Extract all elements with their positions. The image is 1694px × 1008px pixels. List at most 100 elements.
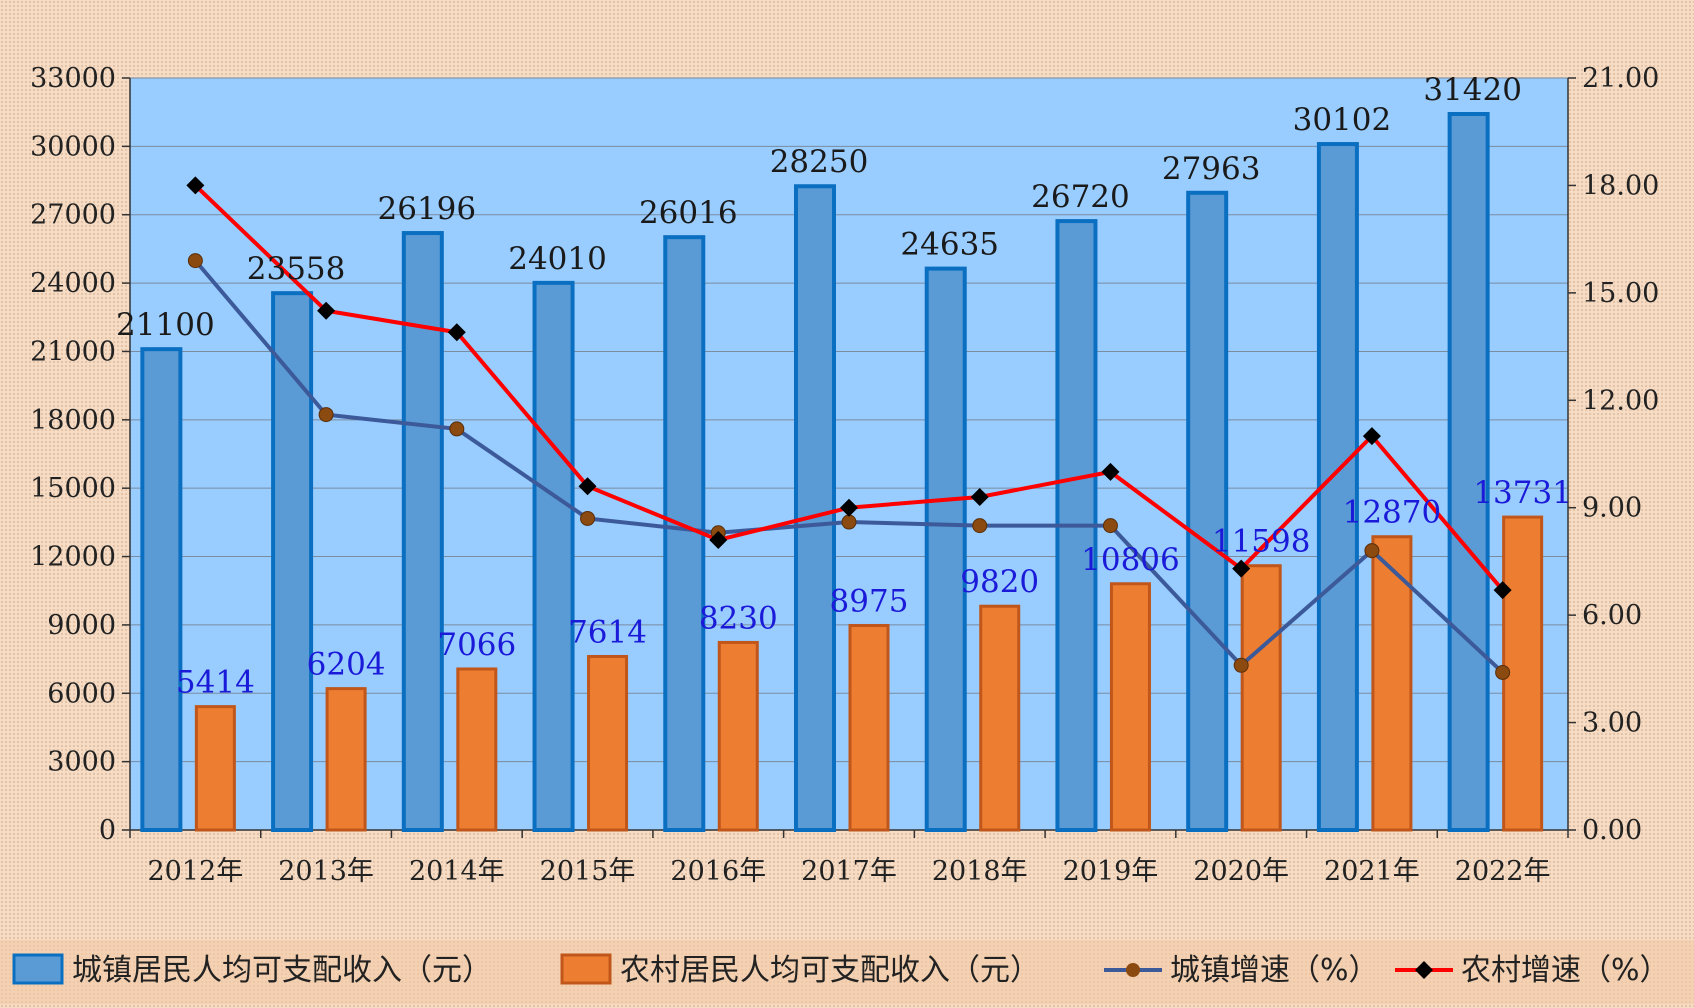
data-label-urban: 26016: [639, 195, 738, 231]
data-label-rural: 5414: [176, 665, 255, 701]
point-urban-growth: [580, 510, 596, 526]
x-tick-label: 2019年: [1063, 856, 1159, 887]
point-urban-growth: [1233, 657, 1249, 673]
point-urban-growth: [1102, 518, 1118, 534]
bar-urban: [1447, 112, 1490, 833]
data-label-rural: 8975: [830, 583, 909, 619]
x-tick-label: 2020年: [1193, 856, 1289, 887]
data-label-rural: 10806: [1081, 542, 1180, 578]
data-label-rural: 13731: [1473, 475, 1572, 511]
point-urban-growth: [449, 421, 465, 437]
left-tick-label: 30000: [30, 131, 116, 162]
data-label-rural: 6204: [307, 647, 386, 683]
left-tick-label: 33000: [30, 63, 116, 94]
x-tick-label: 2017年: [801, 856, 897, 887]
bar-rural: [1371, 535, 1413, 832]
data-label-urban: 30102: [1293, 102, 1392, 138]
point-rural-growth: [1362, 427, 1381, 446]
bar-urban: [401, 231, 444, 833]
data-label-rural: 7066: [437, 627, 516, 663]
x-tick-label: 2018年: [932, 856, 1028, 887]
data-label-urban: 23558: [247, 251, 346, 287]
data-label-urban: 21100: [116, 307, 215, 343]
bar-urban: [1186, 190, 1229, 833]
point-urban-growth: [841, 514, 857, 530]
right-tick-label: 6.00: [1582, 600, 1642, 631]
point-rural-growth: [447, 323, 466, 342]
point-urban-growth: [318, 407, 334, 423]
left-tick-label: 6000: [47, 678, 116, 709]
bar-urban: [924, 266, 967, 832]
point-urban-growth: [187, 253, 203, 269]
left-tick-label: 27000: [30, 200, 116, 231]
right-tick-label: 18.00: [1582, 170, 1659, 201]
data-label-urban: 27963: [1162, 151, 1261, 187]
data-label-rural: 7614: [568, 614, 647, 650]
bar-rural: [325, 687, 367, 832]
point-rural-growth: [186, 176, 205, 195]
data-label-rural: 9820: [960, 564, 1039, 600]
data-label-urban: 24635: [900, 227, 999, 263]
x-tick-label: 2014年: [409, 856, 505, 887]
bar-rural: [587, 654, 629, 832]
data-label-rural: 11598: [1212, 524, 1311, 560]
right-tick-label: 3.00: [1582, 708, 1642, 739]
legend-swatch-rural-bar: [560, 953, 612, 985]
right-tick-label: 9.00: [1582, 493, 1642, 524]
legend-marker-rural-line: [1415, 961, 1433, 979]
point-rural-growth: [578, 477, 597, 496]
right-tick-label: 15.00: [1582, 278, 1659, 309]
data-label-rural: 12870: [1343, 495, 1442, 531]
point-rural-growth: [840, 498, 858, 517]
x-tick-label: 2022年: [1455, 856, 1551, 887]
x-tick-label: 2013年: [278, 856, 374, 887]
point-rural-growth: [317, 301, 336, 320]
left-tick-label: 0: [99, 815, 116, 846]
legend-label-rural-bar: 农村居民人均可支配收入（元）: [620, 953, 1040, 988]
x-tick-label: 2016年: [670, 856, 766, 887]
bar-rural: [848, 623, 890, 832]
bar-rural: [1240, 564, 1282, 832]
left-tick-label: 3000: [47, 747, 116, 778]
right-tick-label: 21.00: [1582, 63, 1659, 94]
point-rural-growth: [970, 487, 989, 506]
point-rural-growth: [1493, 581, 1512, 600]
left-tick-label: 21000: [30, 336, 116, 367]
data-label-urban: 26720: [1031, 179, 1130, 215]
bar-rural: [456, 667, 498, 832]
point-rural-growth: [1101, 462, 1120, 481]
point-rural-growth: [709, 530, 728, 549]
x-tick-label: 2021年: [1324, 856, 1420, 887]
left-tick-label: 15000: [30, 473, 116, 504]
legend-swatch-urban-bar: [12, 953, 64, 985]
legend-marker-urban-line: [1126, 963, 1140, 977]
bar-rural: [1109, 582, 1151, 832]
point-urban-growth: [1495, 664, 1511, 680]
x-tick-label: 2015年: [540, 856, 636, 887]
point-urban-growth: [1364, 543, 1380, 559]
legend-label-urban-bar: 城镇居民人均可支配收入（元）: [72, 953, 492, 988]
point-rural-growth: [1232, 559, 1251, 578]
bar-rural: [194, 705, 236, 832]
bar-urban: [794, 184, 836, 832]
x-tick-label: 2012年: [148, 856, 244, 887]
point-urban-growth: [972, 518, 988, 534]
bar-urban: [271, 291, 314, 832]
left-tick-label: 12000: [30, 542, 116, 573]
data-label-urban: 28250: [770, 144, 869, 180]
left-tick-label: 9000: [47, 610, 116, 641]
bar-urban: [532, 280, 575, 832]
bar-urban: [1316, 142, 1359, 833]
data-label-urban: 31420: [1423, 72, 1522, 108]
data-label-rural: 8230: [699, 600, 778, 636]
left-tick-label: 24000: [30, 268, 116, 299]
bar-rural: [717, 640, 759, 832]
data-label-urban: 26196: [378, 191, 477, 227]
legend-label-urban-line: 城镇增速（%）: [1170, 953, 1379, 988]
legend-label-rural-line: 农村增速（%）: [1461, 953, 1670, 988]
left-tick-label: 18000: [30, 405, 116, 436]
data-label-urban: 24010: [508, 241, 607, 277]
bar-rural: [979, 604, 1021, 832]
